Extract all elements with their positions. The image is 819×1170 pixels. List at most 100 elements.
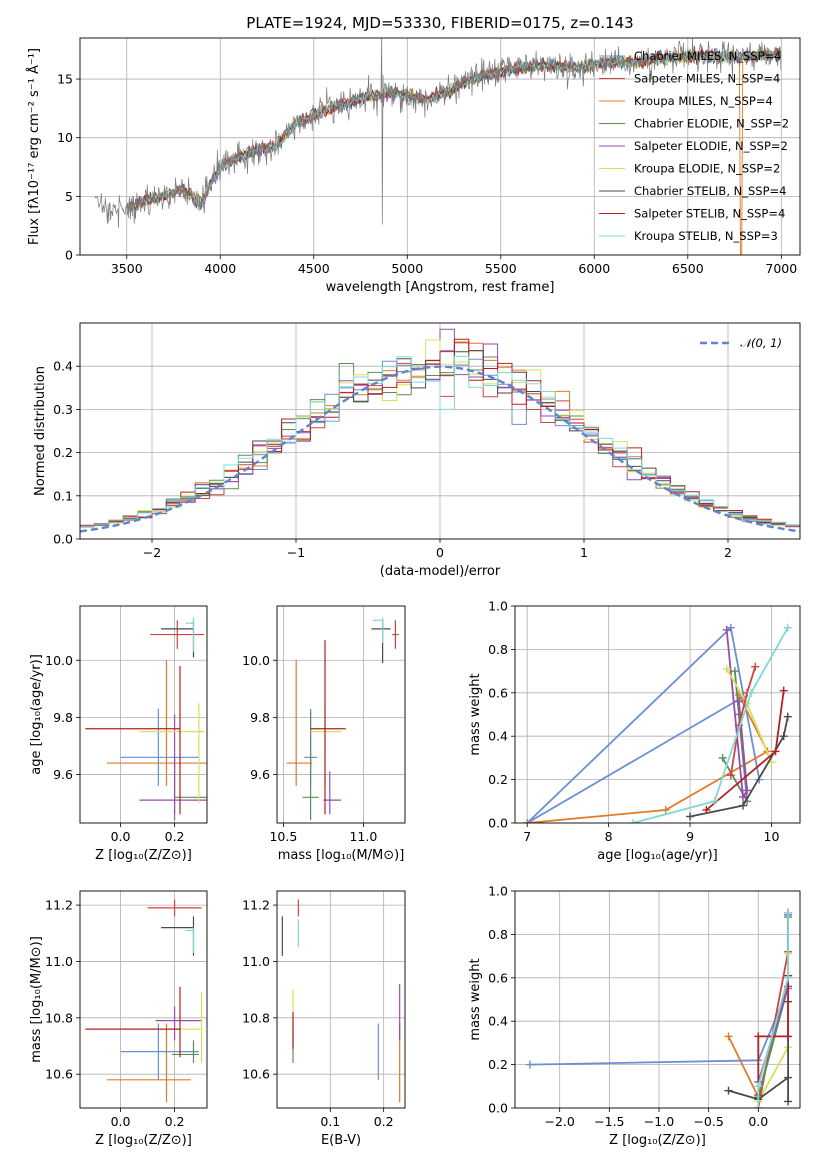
y-axis-label: mass weight <box>468 958 483 1040</box>
x-tick-label: −2.0 <box>545 1114 575 1129</box>
x-tick-label: −2 <box>143 545 161 560</box>
y-tick-label: 10.0 <box>45 653 73 668</box>
plot-area-age_vs_Z <box>80 606 207 823</box>
x-tick-label: −1.5 <box>594 1114 624 1129</box>
x-tick-label: 0.0 <box>111 829 131 844</box>
ticks: 0.0 0.2 9.6 9.8 10.0 <box>45 653 184 844</box>
weight-line-8 <box>757 912 789 1108</box>
plot-area-massweight_vs_age <box>515 606 800 823</box>
error-point-8 <box>185 927 195 953</box>
y-tick-label: 0.4 <box>488 1014 508 1029</box>
axes-frame <box>276 890 406 1109</box>
plot-area-mass_vs_EBV <box>277 891 405 1108</box>
y-tick-label: 0.4 <box>488 729 508 744</box>
weight-marker <box>783 623 792 632</box>
x-tick-label: 9 <box>686 829 694 844</box>
panel-massweight_vs_age: 7 8 9 10 0.0 0.2 0.4 0.6 0.8 1.0 age [log₁₀(age/yr… <box>468 599 801 863</box>
legend-entry-3: Chabrier ELODIE, N_SSP=2 <box>634 117 789 131</box>
weight-marker <box>722 664 731 673</box>
ticks: 0.1 0.2 10.6 10.8 11.0 11.2 <box>242 898 393 1129</box>
x-tick-label: 7 <box>523 829 531 844</box>
axes-frame <box>514 605 801 824</box>
x-tick-label: 0.2 <box>165 1114 185 1129</box>
x-tick-label: 5500 <box>485 261 517 276</box>
plot-area-mass_vs_Z <box>80 891 207 1108</box>
x-axis-label: Z [log₁₀(Z/Z⊙)] <box>95 1133 192 1148</box>
error-point-7 <box>85 986 181 1058</box>
error-point-2 <box>107 660 207 786</box>
weight-marker <box>779 732 788 741</box>
weight-marker <box>771 747 780 756</box>
error-point-5 <box>161 992 203 1063</box>
panel-mass_vs_Z: 0.0 0.2 10.6 10.8 11.0 11.2 Z [log₁₀(Z/Z⊙)] mas… <box>29 890 208 1148</box>
grid <box>277 606 405 823</box>
x-tick-label: 1 <box>580 545 588 560</box>
ticks: 3500 4000 4500 5000 5500 6000 6500 7000 0 5 10 15 <box>57 72 797 276</box>
legend: Chabrier MILES, N_SSP=4 Salpeter MILES, N… <box>599 49 789 243</box>
grid <box>80 38 800 255</box>
y-tick-label: 9.6 <box>250 767 270 782</box>
weight-marker <box>784 908 793 917</box>
error-point-1 <box>150 620 205 649</box>
error-point-7 <box>85 665 181 815</box>
axes-frame <box>276 605 406 824</box>
error-point-7 <box>310 640 346 815</box>
legend-entry: 𝒩(0, 1) <box>740 336 782 350</box>
x-axis-label: (data-model)/error <box>380 564 501 579</box>
weight-marker <box>724 1032 733 1041</box>
legend-entry-0: Chabrier MILES, N_SSP=4 <box>634 49 781 63</box>
axes-frame <box>79 890 208 1109</box>
weight-line-8 <box>632 627 789 823</box>
y-tick-label: 11.0 <box>45 954 73 969</box>
ticks: 0.0 0.2 10.6 10.8 11.0 11.2 <box>45 898 184 1129</box>
weight-marker <box>783 712 792 721</box>
y-tick-label: 0.3 <box>53 402 73 417</box>
y-tick-label: 1.0 <box>488 599 508 614</box>
x-tick-label: 4000 <box>204 261 236 276</box>
weight-marker <box>726 771 735 780</box>
y-tick-label: 0.0 <box>488 816 508 831</box>
y-tick-label: 11.2 <box>45 898 73 913</box>
plot-area-age_vs_mass <box>277 606 405 823</box>
error-point-8 <box>185 617 195 652</box>
weight-marker <box>734 697 743 706</box>
legend-entry-1: Salpeter MILES, N_SSP=4 <box>634 72 780 86</box>
y-axis-label: age [log₁₀(age/yr)] <box>29 654 44 775</box>
error-point-8 <box>373 617 384 644</box>
y-tick-label: 15 <box>57 72 73 87</box>
ticks: −2 −1 0 1 2 0.0 0.1 0.2 0.3 0.4 <box>53 359 732 560</box>
weight-line-6 <box>689 716 789 818</box>
x-axis-label: age [log₁₀(age/yr)] <box>597 848 718 863</box>
weight-line-2 <box>721 671 748 802</box>
weight-marker <box>722 625 731 634</box>
x-axis-label: Z [log₁₀(Z/Z⊙)] <box>609 1133 706 1148</box>
y-tick-label: 9.8 <box>250 710 270 725</box>
error-point-6 <box>161 916 195 956</box>
error-point-0 <box>120 1023 199 1080</box>
x-tick-label: 3500 <box>111 261 143 276</box>
weight-marker <box>779 686 788 695</box>
panel-massweight_vs_Z: −2.0 −1.5 −1.0 −0.5 0.0 0.0 0.2 0.4 0.6 0.8 1.0 Z [… <box>468 884 801 1148</box>
x-tick-label: 0 <box>436 545 444 560</box>
error-point-3 <box>173 757 207 821</box>
grid <box>277 891 405 1108</box>
y-axis-label: mass weight <box>468 673 483 755</box>
error-point-1 <box>392 620 399 649</box>
error-point-4 <box>155 1006 202 1041</box>
ticks: 10.5 11.0 9.6 9.8 10.0 <box>242 653 377 844</box>
error-point-2 <box>107 1023 191 1103</box>
grid <box>80 606 207 823</box>
x-axis-label: E(B-V) <box>321 1133 361 1148</box>
y-tick-label: 0.4 <box>53 359 73 374</box>
weight-marker <box>747 688 756 697</box>
histogram-8 <box>80 355 800 527</box>
x-tick-label: −1 <box>287 545 305 560</box>
panel-age_vs_Z: 0.0 0.2 9.6 9.8 10.0 Z [log₁₀(Z/Z⊙)] age [log₁… <box>29 605 208 863</box>
y-tick-label: 0.0 <box>53 532 73 547</box>
ticks: 7 8 9 10 0.0 0.2 0.4 0.6 0.8 1.0 <box>488 599 779 845</box>
y-tick-label: 1.0 <box>488 884 508 899</box>
x-axis-label: Z [log₁₀(Z/Z⊙)] <box>95 848 192 863</box>
weight-marker <box>743 786 752 795</box>
grid <box>515 606 800 823</box>
y-tick-label: 0 <box>65 248 73 263</box>
